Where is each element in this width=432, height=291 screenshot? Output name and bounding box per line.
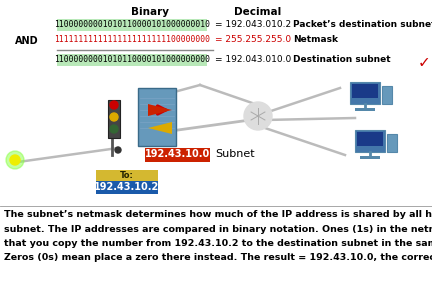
Text: The subnet’s netmask determines how much of the IP address is shared by all host: The subnet’s netmask determines how much… [4,210,432,219]
Bar [357,132,383,146]
Text: Destination subnet: Destination subnet [293,55,391,64]
Text: that you copy the number from 192.43.10.2 to the destination subnet in the same : that you copy the number from 192.43.10.… [4,239,432,248]
Bar [360,156,380,159]
Text: 11111111111111111111111100000000: 11111111111111111111111100000000 [54,35,210,44]
Bar [57,19,207,31]
Bar [138,88,176,146]
Polygon shape [148,122,172,134]
Text: Netmask: Netmask [293,35,338,44]
Text: 11000000001010110000101000000010: 11000000001010110000101000000010 [54,20,210,29]
Circle shape [10,155,20,165]
Text: To:: To: [120,171,134,180]
Circle shape [244,102,272,130]
Text: Binary: Binary [131,7,169,17]
Circle shape [110,125,118,133]
Text: Packet’s destination subnet: Packet’s destination subnet [293,20,432,29]
Bar [355,130,385,152]
Text: Zeros (0s) mean place a zero there instead. The result = 192.43.10.0, the correc: Zeros (0s) mean place a zero there inste… [4,253,432,262]
Text: subnet. The IP addresses are compared in binary notation. Ones (1s) in the netma: subnet. The IP addresses are compared in… [4,224,432,233]
Bar [96,181,158,194]
Bar [382,86,392,104]
Circle shape [6,151,24,169]
Text: AND: AND [15,36,38,46]
Text: ✓: ✓ [418,55,430,70]
Text: Subnet: Subnet [215,149,254,159]
Circle shape [115,147,121,153]
Text: = 192.043.010.2: = 192.043.010.2 [215,20,291,29]
Text: = 192.043.010.0: = 192.043.010.0 [215,55,291,64]
Text: 11000000001010110000101000000000: 11000000001010110000101000000000 [54,55,210,64]
Bar [350,82,380,104]
Text: Decimal: Decimal [235,7,282,17]
Bar [57,54,207,66]
Circle shape [110,113,118,121]
Bar [96,170,158,181]
Bar [352,84,378,98]
Bar [387,134,397,152]
Bar [355,108,375,111]
Text: = 255.255.255.0: = 255.255.255.0 [215,35,291,44]
Polygon shape [148,104,172,116]
Bar [108,100,120,138]
Circle shape [110,101,118,109]
Bar [145,148,210,162]
Text: 192.43.10.0: 192.43.10.0 [145,149,210,159]
Text: 192.43.10.2: 192.43.10.2 [94,182,160,192]
